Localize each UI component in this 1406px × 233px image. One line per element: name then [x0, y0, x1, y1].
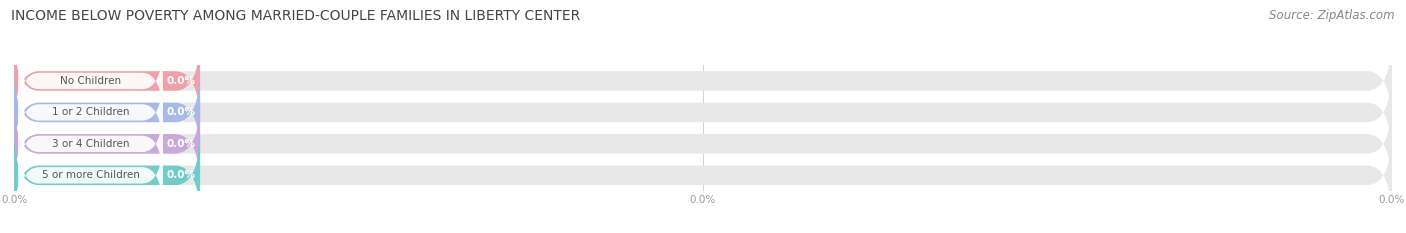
Text: No Children: No Children — [60, 76, 121, 86]
FancyBboxPatch shape — [18, 73, 163, 151]
FancyBboxPatch shape — [14, 97, 1392, 191]
Text: 3 or 4 Children: 3 or 4 Children — [52, 139, 129, 149]
Text: 0.0%: 0.0% — [167, 76, 195, 86]
FancyBboxPatch shape — [14, 128, 1392, 222]
Text: 5 or more Children: 5 or more Children — [42, 170, 139, 180]
Text: 0.0%: 0.0% — [167, 139, 195, 149]
FancyBboxPatch shape — [18, 105, 163, 183]
Text: 0.0%: 0.0% — [167, 170, 195, 180]
FancyBboxPatch shape — [14, 65, 200, 159]
FancyBboxPatch shape — [14, 97, 200, 191]
FancyBboxPatch shape — [14, 65, 1392, 159]
FancyBboxPatch shape — [14, 34, 200, 128]
FancyBboxPatch shape — [14, 128, 200, 222]
Text: INCOME BELOW POVERTY AMONG MARRIED-COUPLE FAMILIES IN LIBERTY CENTER: INCOME BELOW POVERTY AMONG MARRIED-COUPL… — [11, 9, 581, 23]
Text: 1 or 2 Children: 1 or 2 Children — [52, 107, 129, 117]
Text: 0.0%: 0.0% — [167, 107, 195, 117]
Text: Source: ZipAtlas.com: Source: ZipAtlas.com — [1270, 9, 1395, 22]
FancyBboxPatch shape — [18, 136, 163, 214]
FancyBboxPatch shape — [18, 42, 163, 120]
FancyBboxPatch shape — [14, 34, 1392, 128]
